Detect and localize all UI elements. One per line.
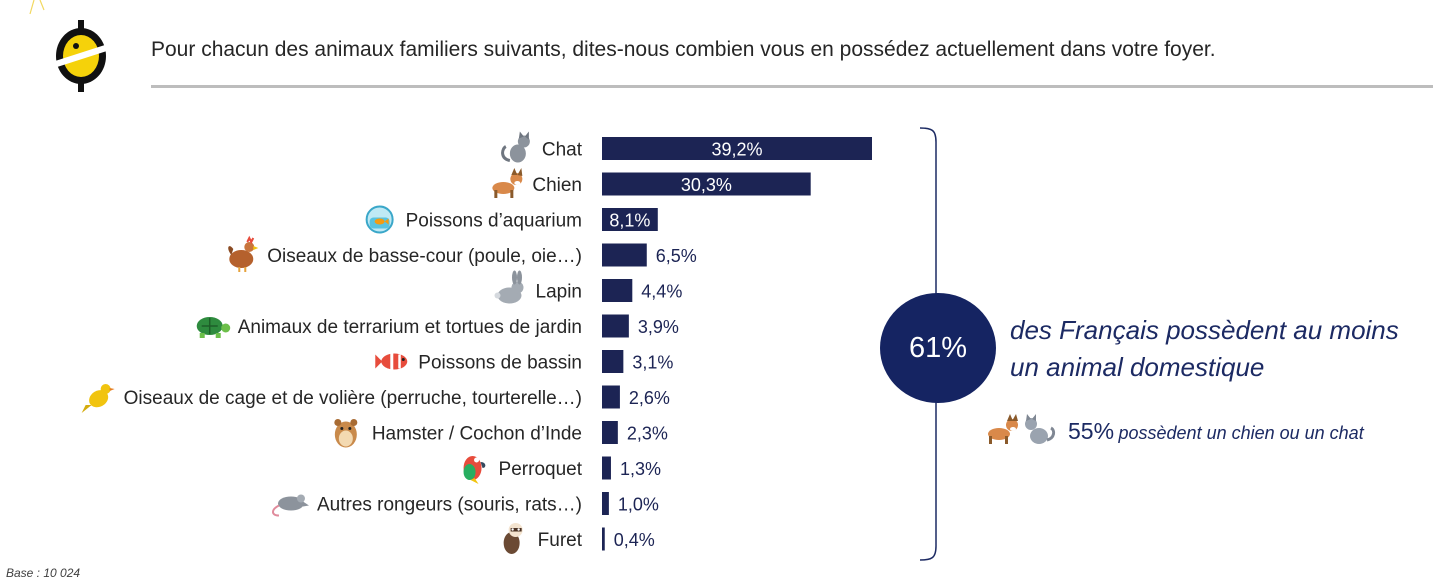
dog-icon <box>988 414 1018 444</box>
value-label: 0,4% <box>614 530 655 550</box>
bar-2 <box>602 172 811 196</box>
value-label: 30,3% <box>681 175 732 195</box>
survey-question: Pour chacun des animaux familiers suivan… <box>151 38 1216 61</box>
corner-rays-decoration <box>29 0 45 15</box>
cat-icon <box>1025 414 1056 444</box>
category-label: Perroquet <box>499 459 583 480</box>
dog-and-cat-icons <box>988 414 1056 444</box>
bar-5 <box>602 279 633 302</box>
fish-icon <box>375 353 408 370</box>
cat-icon <box>501 131 530 163</box>
pet-ownership-bar-chart: Chat 39,2% Chien 30,3% Poissons d’aquarium 8,… <box>81 131 872 554</box>
headline-percentage-circle: 61% <box>880 293 996 403</box>
rabbit-icon <box>494 270 524 304</box>
category-label: Animaux de terrarium et tortues de jardi… <box>238 317 582 338</box>
category-label: Chien <box>532 175 582 196</box>
value-label: 2,6% <box>629 388 670 408</box>
turtle-icon <box>196 317 231 338</box>
canary-icon <box>81 384 115 413</box>
value-label: 2,3% <box>627 424 668 444</box>
category-label: Chat <box>542 140 583 161</box>
bar-10 <box>602 456 611 480</box>
parrot-icon <box>463 456 486 484</box>
bar-1 <box>602 137 872 160</box>
bar-12 <box>602 527 605 551</box>
category-label: Poissons de bassin <box>418 353 582 374</box>
value-label: 3,1% <box>632 353 673 373</box>
bar-3 <box>602 208 658 231</box>
category-label: Oiseaux de cage et de volière (perruche,… <box>124 388 582 409</box>
category-label: Lapin <box>536 282 583 303</box>
category-label: Oiseaux de basse-cour (poule, oie…) <box>267 246 582 267</box>
brand-logo <box>52 20 110 92</box>
bar-11 <box>602 492 609 515</box>
category-label: Autres rongeurs (souris, rats…) <box>317 495 582 516</box>
bar-7 <box>602 350 624 373</box>
value-label: 1,3% <box>620 459 661 479</box>
dog-icon <box>492 168 523 198</box>
bar-4 <box>602 243 647 267</box>
headline-text: des Français possèdent au moins un anima… <box>1010 315 1399 382</box>
mouse-icon <box>271 494 309 517</box>
value-label: 4,4% <box>641 282 682 302</box>
dog-or-cat-percentage: 55% <box>1068 418 1115 444</box>
bar-9 <box>602 421 618 444</box>
hamster-icon <box>334 419 358 448</box>
bar-8 <box>602 385 620 409</box>
ferret-icon <box>503 523 523 554</box>
value-label: 1,0% <box>618 495 659 515</box>
category-label: Hamster / Cochon d’Inde <box>372 424 582 445</box>
value-label: 39,2% <box>711 140 762 160</box>
dog-or-cat-stat: 55% possèdent un chien ou un chat <box>1068 418 1364 445</box>
category-label: Furet <box>538 530 583 551</box>
fishbowl-icon <box>365 205 394 234</box>
category-label: Poissons d’aquarium <box>406 211 582 232</box>
headline-percentage: 61% <box>908 331 968 364</box>
bar-6 <box>602 314 629 338</box>
header-divider <box>151 85 1433 88</box>
sample-base: Base : 10 024 <box>6 566 81 580</box>
value-label: 3,9% <box>638 317 679 337</box>
value-label: 8,1% <box>609 211 650 231</box>
hen-icon <box>228 235 259 272</box>
dog-or-cat-text: possèdent un chien ou un chat <box>1118 423 1364 443</box>
value-label: 6,5% <box>656 246 697 266</box>
